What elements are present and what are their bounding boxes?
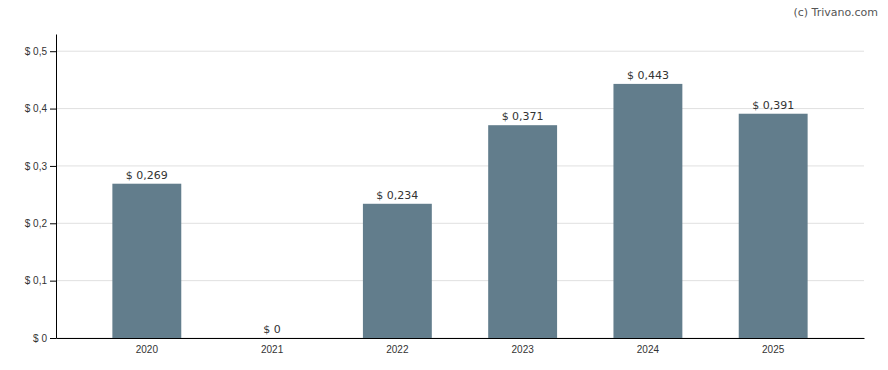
y-tick-label: $ 0,2	[25, 218, 48, 229]
y-tick: $ 0,1	[25, 275, 56, 286]
data-labels: $ 0,269 $ 0 $ 0,234 $ 0,371 $ 0,443 $ 0,391	[126, 69, 794, 336]
x-tick-label: 2025	[762, 344, 785, 355]
x-tick: 2021	[261, 344, 284, 355]
x-tick-label: 2024	[637, 344, 660, 355]
plot: $ 0 $ 0,1 $ 0,2 $ 0,3 $ 0,4 $ 0,5 2020 2021 2022…	[25, 35, 865, 356]
y-axis: $ 0 $ 0,1 $ 0,2 $ 0,3 $ 0,4 $ 0,5	[25, 35, 57, 344]
y-tick-label: $ 0,3	[25, 161, 48, 172]
y-tick: $ 0	[33, 333, 56, 344]
x-tick: 2024	[637, 344, 660, 355]
grid	[56, 51, 864, 338]
y-tick-mark	[50, 51, 56, 52]
data-label: $ 0,371	[502, 110, 544, 123]
chart: $ 0 $ 0,1 $ 0,2 $ 0,3 $ 0,4 $ 0,5 2020 2021 2022…	[0, 0, 888, 370]
x-axis-line	[57, 338, 865, 339]
x-tick-label: 2023	[512, 344, 535, 355]
x-tick-label: 2021	[261, 344, 284, 355]
data-label: $ 0,269	[126, 169, 168, 182]
x-tick: 2020	[136, 344, 159, 355]
y-tick-mark	[50, 166, 56, 167]
bar	[112, 184, 181, 338]
grid-line	[56, 108, 864, 109]
bar	[488, 125, 557, 338]
x-tick: 2022	[386, 344, 409, 355]
y-tick-mark	[50, 109, 56, 110]
x-tick: 2025	[762, 344, 785, 355]
y-tick-label: $ 0,5	[25, 46, 48, 57]
y-tick-label: $ 0	[33, 333, 47, 344]
y-tick: $ 0,5	[25, 46, 56, 57]
bars	[112, 84, 807, 338]
data-label: $ 0,234	[376, 189, 418, 202]
y-tick: $ 0,4	[25, 103, 56, 114]
grid-line	[56, 51, 864, 52]
x-axis: 2020 2021 2022 2023 2024 2025	[57, 339, 865, 356]
bar	[238, 338, 307, 339]
y-tick-mark	[50, 223, 56, 224]
y-tick: $ 0,2	[25, 218, 56, 229]
bar	[739, 114, 808, 338]
data-label: $ 0,391	[752, 99, 794, 112]
y-axis-line	[56, 35, 57, 339]
bar	[613, 84, 682, 338]
x-tick-label: 2022	[386, 344, 409, 355]
y-tick-label: $ 0,4	[25, 103, 48, 114]
x-tick-label: 2020	[136, 344, 159, 355]
y-tick-label: $ 0,1	[25, 275, 48, 286]
annotation: (c) Trivano.com	[793, 6, 878, 19]
x-tick: 2023	[512, 344, 535, 355]
data-label: $ 0,443	[627, 69, 669, 82]
y-tick-mark	[50, 281, 56, 282]
y-tick: $ 0,3	[25, 161, 56, 172]
data-label: $ 0	[263, 323, 281, 336]
bar	[363, 204, 432, 338]
y-tick-mark	[50, 338, 56, 339]
